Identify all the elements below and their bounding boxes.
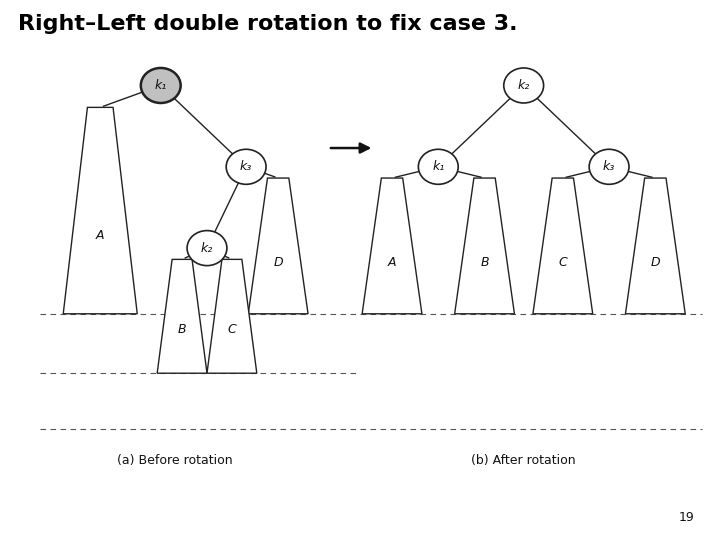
Polygon shape bbox=[248, 178, 308, 314]
Circle shape bbox=[589, 149, 629, 184]
Polygon shape bbox=[63, 107, 138, 314]
Text: D: D bbox=[274, 256, 283, 269]
Polygon shape bbox=[533, 178, 593, 314]
Text: k₃: k₃ bbox=[603, 160, 615, 173]
Polygon shape bbox=[207, 259, 257, 373]
Text: (a) Before rotation: (a) Before rotation bbox=[117, 454, 233, 467]
Polygon shape bbox=[626, 178, 685, 314]
Text: k₃: k₃ bbox=[240, 160, 252, 173]
Polygon shape bbox=[454, 178, 514, 314]
Text: B: B bbox=[178, 323, 186, 336]
Circle shape bbox=[418, 149, 458, 184]
Circle shape bbox=[226, 149, 266, 184]
Circle shape bbox=[141, 68, 181, 103]
Text: A: A bbox=[388, 256, 396, 269]
Polygon shape bbox=[362, 178, 422, 314]
Text: Right–Left double rotation to fix case 3.: Right–Left double rotation to fix case 3… bbox=[19, 14, 518, 33]
Text: k₁: k₁ bbox=[432, 160, 444, 173]
Text: k₂: k₂ bbox=[201, 241, 213, 254]
Text: k₂: k₂ bbox=[518, 79, 530, 92]
Text: A: A bbox=[96, 229, 104, 242]
Text: C: C bbox=[559, 256, 567, 269]
Text: B: B bbox=[480, 256, 489, 269]
Text: k₁: k₁ bbox=[155, 79, 167, 92]
Text: (b) After rotation: (b) After rotation bbox=[472, 454, 576, 467]
Text: D: D bbox=[651, 256, 660, 269]
Circle shape bbox=[187, 231, 227, 266]
Circle shape bbox=[504, 68, 544, 103]
Polygon shape bbox=[157, 259, 207, 373]
Text: 19: 19 bbox=[679, 510, 695, 524]
Text: C: C bbox=[228, 323, 236, 336]
